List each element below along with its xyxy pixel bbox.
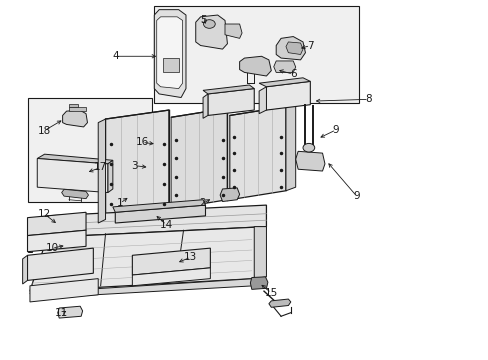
Polygon shape bbox=[27, 248, 93, 280]
Polygon shape bbox=[37, 154, 113, 164]
Polygon shape bbox=[220, 188, 239, 202]
Polygon shape bbox=[132, 268, 210, 286]
Polygon shape bbox=[259, 78, 310, 87]
Polygon shape bbox=[62, 110, 87, 127]
Polygon shape bbox=[203, 85, 254, 94]
Polygon shape bbox=[171, 108, 227, 209]
Polygon shape bbox=[58, 306, 82, 318]
Polygon shape bbox=[98, 119, 105, 223]
Polygon shape bbox=[259, 87, 266, 114]
Bar bbox=[69, 107, 86, 111]
Bar bbox=[69, 104, 78, 107]
Text: 12: 12 bbox=[38, 209, 51, 219]
Polygon shape bbox=[268, 299, 290, 307]
Polygon shape bbox=[22, 255, 27, 284]
Text: 6: 6 bbox=[289, 69, 296, 79]
Text: 18: 18 bbox=[38, 126, 51, 135]
Polygon shape bbox=[61, 189, 88, 199]
Text: 9: 9 bbox=[332, 125, 339, 135]
Text: 17: 17 bbox=[94, 162, 107, 172]
Text: 7: 7 bbox=[306, 41, 313, 50]
Circle shape bbox=[303, 143, 314, 152]
Polygon shape bbox=[285, 42, 303, 54]
Polygon shape bbox=[276, 37, 305, 60]
Polygon shape bbox=[132, 248, 210, 275]
Polygon shape bbox=[195, 15, 227, 49]
Text: 13: 13 bbox=[184, 252, 197, 262]
Polygon shape bbox=[30, 279, 98, 302]
Polygon shape bbox=[27, 230, 86, 252]
Polygon shape bbox=[239, 56, 271, 76]
Text: 14: 14 bbox=[160, 220, 173, 230]
Text: 15: 15 bbox=[264, 288, 277, 298]
Polygon shape bbox=[27, 235, 32, 252]
Polygon shape bbox=[273, 61, 295, 72]
Polygon shape bbox=[250, 277, 267, 289]
Text: 3: 3 bbox=[131, 161, 138, 171]
Polygon shape bbox=[30, 226, 266, 291]
Text: 8: 8 bbox=[365, 94, 371, 104]
Text: 11: 11 bbox=[55, 309, 68, 318]
Polygon shape bbox=[27, 212, 86, 235]
Text: 4: 4 bbox=[112, 51, 119, 61]
Polygon shape bbox=[224, 24, 242, 39]
Polygon shape bbox=[266, 81, 310, 110]
Polygon shape bbox=[37, 158, 108, 193]
Bar bbox=[154, 6, 358, 103]
Polygon shape bbox=[295, 151, 325, 171]
Polygon shape bbox=[203, 94, 207, 118]
Polygon shape bbox=[30, 279, 254, 298]
Text: 5: 5 bbox=[199, 15, 206, 26]
Polygon shape bbox=[207, 89, 254, 116]
Text: 9: 9 bbox=[353, 191, 359, 201]
Polygon shape bbox=[154, 10, 185, 98]
Polygon shape bbox=[113, 200, 205, 212]
Bar bbox=[27, 98, 152, 202]
Polygon shape bbox=[108, 160, 113, 193]
Polygon shape bbox=[157, 17, 182, 89]
Polygon shape bbox=[105, 110, 168, 220]
Polygon shape bbox=[47, 205, 266, 237]
Text: 10: 10 bbox=[45, 243, 59, 253]
Text: 2: 2 bbox=[199, 198, 206, 208]
Bar bbox=[163, 58, 179, 72]
Text: 1: 1 bbox=[117, 198, 123, 208]
Text: 16: 16 bbox=[135, 138, 148, 147]
Polygon shape bbox=[285, 103, 295, 191]
Polygon shape bbox=[229, 107, 285, 200]
Polygon shape bbox=[254, 226, 266, 279]
Circle shape bbox=[203, 20, 215, 28]
Polygon shape bbox=[115, 205, 205, 223]
